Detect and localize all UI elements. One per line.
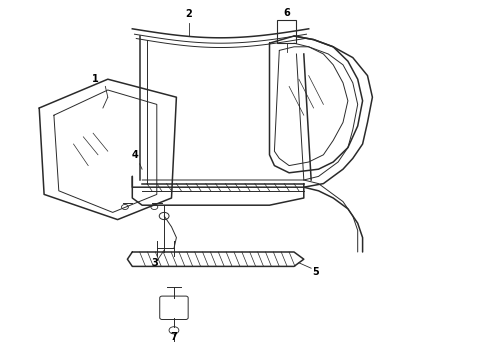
Text: 1: 1 (92, 74, 99, 84)
Text: 6: 6 (283, 8, 290, 18)
Text: 3: 3 (151, 258, 158, 268)
Bar (277, 20, 296, 43)
Text: 4: 4 (131, 150, 138, 160)
Text: 2: 2 (185, 9, 192, 19)
Text: 5: 5 (313, 267, 319, 277)
Text: 7: 7 (171, 332, 177, 342)
